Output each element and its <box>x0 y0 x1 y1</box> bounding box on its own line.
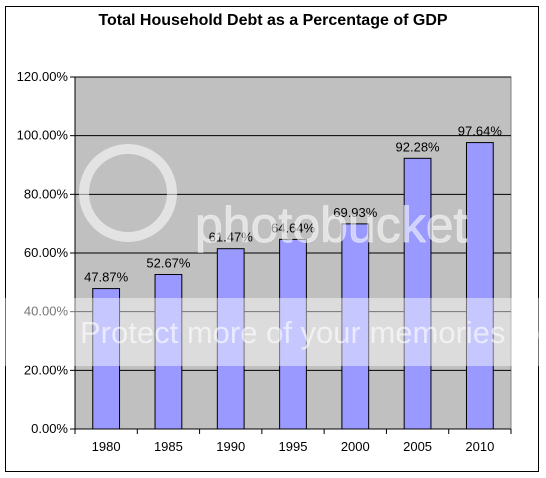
y-tick-label: 80.00% <box>24 186 69 201</box>
y-tick-label: 60.00% <box>24 245 69 260</box>
bar <box>216 248 245 430</box>
bar <box>92 288 121 430</box>
x-tick-label: 1995 <box>279 439 308 454</box>
y-tick-label: 20.00% <box>24 362 69 377</box>
y-tick-label: 100.00% <box>17 128 69 143</box>
data-label: 64.64% <box>271 220 316 235</box>
x-tick-label: 1980 <box>92 439 121 454</box>
y-tick-label: 120.00% <box>17 69 69 84</box>
x-tick-label: 2010 <box>465 439 494 454</box>
x-tick-label: 1985 <box>154 439 183 454</box>
x-tick-label: 2005 <box>403 439 432 454</box>
bar <box>341 223 370 430</box>
chart-title: Total Household Debt as a Percentage of … <box>98 12 448 29</box>
data-label: 47.87% <box>84 270 129 285</box>
bar <box>465 142 494 430</box>
data-label: 69.93% <box>333 205 378 220</box>
bar <box>154 274 183 430</box>
axes <box>70 76 512 434</box>
bar <box>403 157 432 430</box>
bar <box>279 238 307 430</box>
data-label: 52.67% <box>146 256 191 271</box>
x-tick-label: 1990 <box>216 439 245 454</box>
data-label: 97.64% <box>458 124 503 139</box>
data-label: 61.47% <box>209 230 254 245</box>
y-tick-label: 40.00% <box>24 304 69 319</box>
data-label: 92.28% <box>396 139 441 154</box>
x-tick-label: 2000 <box>341 439 370 454</box>
bars <box>92 142 494 430</box>
labels: 0.00% 20.00% 40.00% 60.00% 80.00% 100.00% 120.… <box>17 69 503 454</box>
y-tick-label: 0.00% <box>31 421 68 436</box>
